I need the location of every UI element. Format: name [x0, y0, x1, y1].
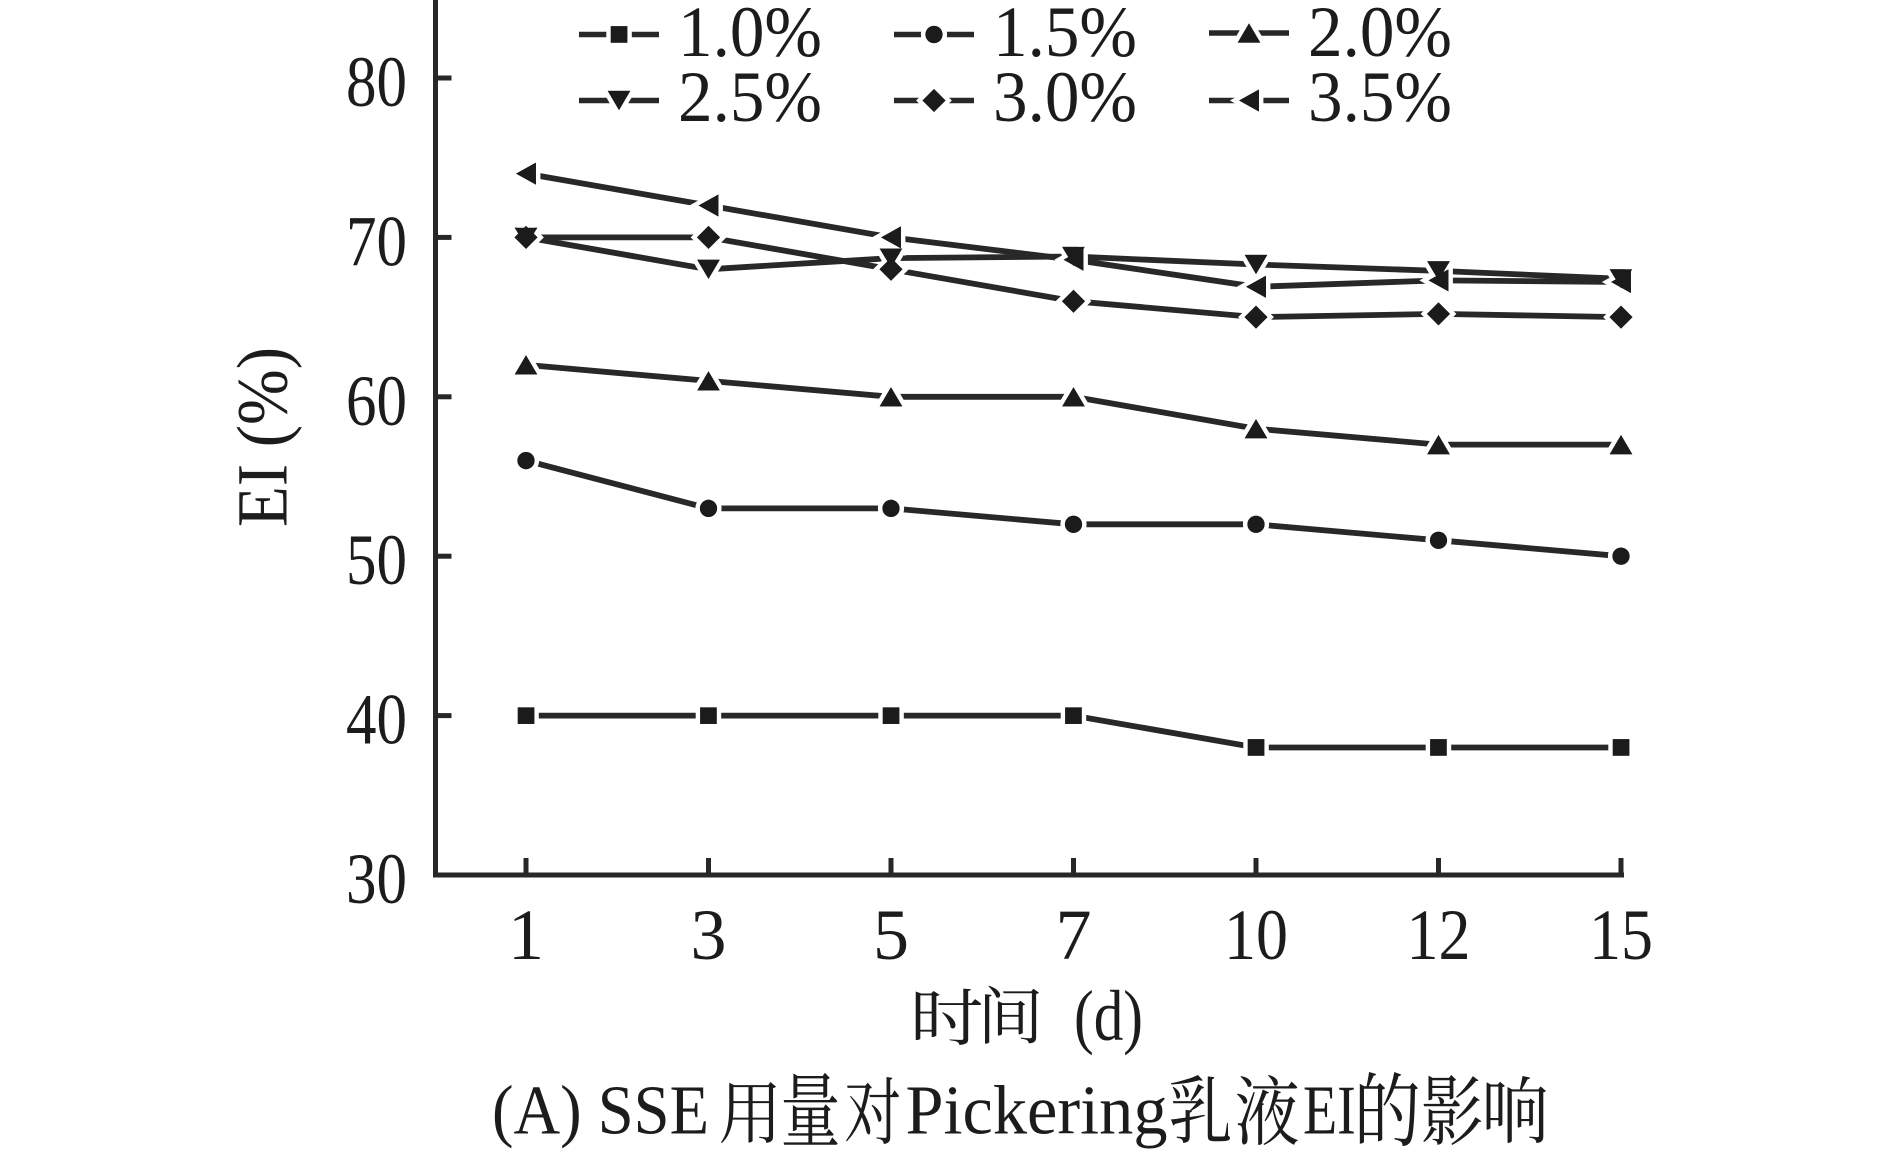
svg-text:(A) SSE: (A) SSE — [492, 1073, 709, 1150]
svg-text:10: 10 — [1224, 895, 1288, 975]
svg-text:EI: EI — [1303, 1073, 1356, 1150]
svg-text:15: 15 — [1589, 895, 1653, 975]
svg-text:EI (%): EI (%) — [223, 347, 303, 527]
svg-text:1.5%: 1.5% — [993, 0, 1137, 72]
svg-text:1: 1 — [508, 895, 544, 975]
svg-text:3: 3 — [691, 895, 727, 975]
svg-text:3.5%: 3.5% — [1308, 57, 1452, 137]
svg-text:2.0%: 2.0% — [1308, 0, 1452, 72]
svg-text:7: 7 — [1056, 895, 1092, 975]
svg-text:Pickering: Pickering — [906, 1073, 1168, 1150]
svg-text:(d): (d) — [1074, 976, 1143, 1056]
svg-text:5: 5 — [873, 895, 909, 975]
svg-text:80: 80 — [346, 42, 407, 122]
svg-text:40: 40 — [346, 680, 407, 760]
svg-text:12: 12 — [1407, 895, 1471, 975]
svg-text:30: 30 — [346, 839, 407, 919]
svg-text:70: 70 — [346, 201, 407, 281]
svg-text:1.0%: 1.0% — [678, 0, 822, 72]
svg-text:2.5%: 2.5% — [678, 57, 822, 137]
svg-text:50: 50 — [346, 520, 407, 600]
svg-text:3.0%: 3.0% — [993, 57, 1137, 137]
svg-text:60: 60 — [346, 361, 407, 441]
